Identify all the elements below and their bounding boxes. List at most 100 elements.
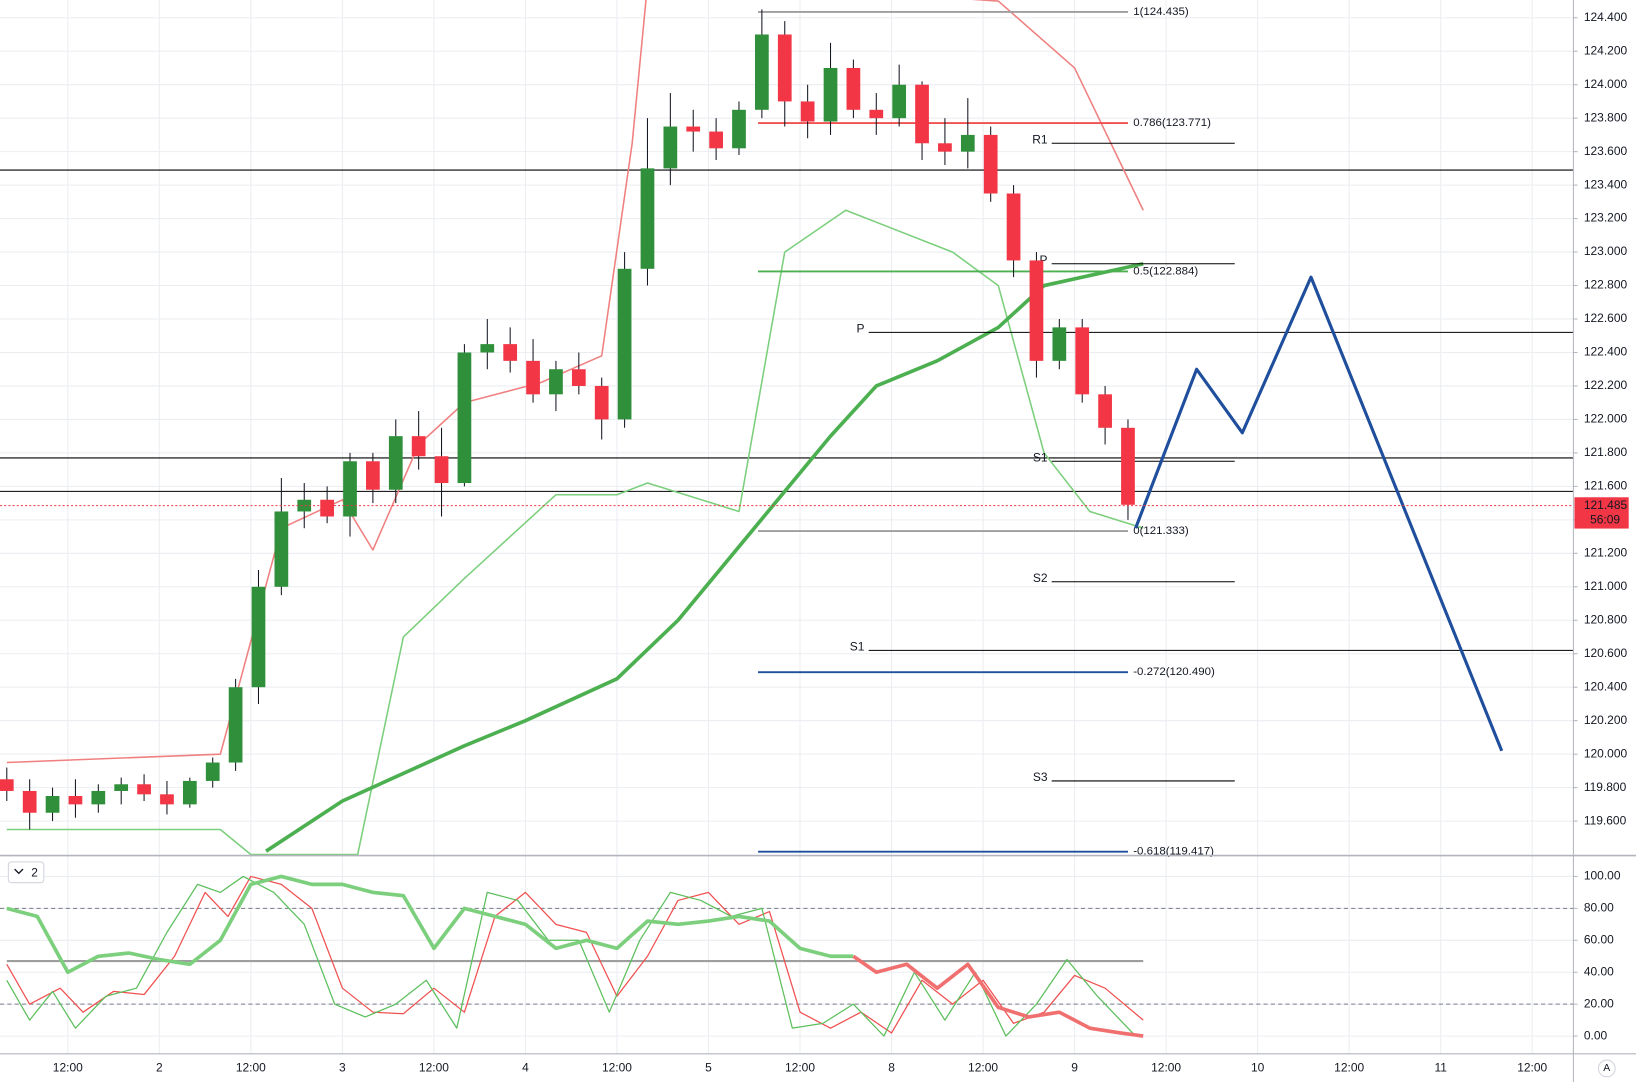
candle-body [823,67,838,122]
y-tick-label: 123.600 [1584,144,1628,158]
candle-body [297,499,312,512]
y-tick-label: 121.600 [1584,479,1628,493]
fib-label: 1(124.435) [1133,6,1189,18]
pane-toggle-box[interactable] [7,861,45,884]
auto-button-label: A [1603,1063,1610,1074]
pivot-label: R1 [1032,132,1048,146]
x-tick-label: 5 [705,1061,712,1075]
y-tick-label: 119.600 [1584,813,1627,827]
pivot-label: S1 [850,639,865,653]
y-tick-label: 120.000 [1584,746,1628,760]
candle-body [91,790,106,805]
candle-body [503,344,518,361]
y-tick-label: 124.000 [1584,77,1628,91]
fib-label: -0.618(119.417) [1133,846,1214,858]
candle-body [0,779,14,791]
candle-body [617,268,632,420]
axes: 12:00 2 12:00 3 12:00 4 12:00 5 12:00 8 12:00 9 12:0… [53,10,1629,1075]
candle-body [251,586,266,688]
x-tick-label: 11 [1434,1061,1447,1075]
candle-body [343,461,357,517]
auto-scale-button[interactable]: A [1597,1059,1616,1078]
candle-body [480,344,495,353]
candle-body [709,131,723,149]
candle-body [915,84,929,144]
indicator-line [265,261,1144,853]
fib-label: 0(121.333) [1133,525,1189,537]
candle-body [411,436,426,457]
y-tick-label: 122.200 [1584,378,1628,392]
pane-label: 2 [31,865,38,879]
pivot-label: S3 [1033,770,1048,784]
pivot-label: P [1040,253,1048,267]
candle-body [205,762,220,781]
candle-body [388,436,403,490]
candle-body [526,360,540,395]
candle-body [137,784,151,795]
candle-body [755,34,769,110]
x-tick-label: 3 [339,1061,346,1075]
x-tick-label: 10 [1251,1061,1265,1075]
indicator-line [6,209,1144,856]
candle-body [68,795,83,805]
candle-body [938,143,952,152]
candle-body [869,109,884,119]
candle-body [983,134,998,194]
candle-body [320,499,334,517]
pivot-label: P [856,321,864,335]
pivot-label: S1 [1033,450,1048,464]
candle-body [160,794,174,805]
countdown-label: 56:09 [1590,512,1620,526]
forecast-line [1134,275,1504,752]
candle-body [1098,394,1112,428]
x-tick-label: 12:00 [1517,1061,1547,1075]
candle-body [686,126,701,132]
candle-body [1075,327,1090,395]
candle-body [594,385,609,420]
fib-label: 0.5(122.884) [1133,266,1198,278]
x-tick-label: 4 [522,1061,529,1075]
candle-body [663,126,678,169]
candle-body [182,780,197,805]
plot-area: R1 P S1 S2 S3 P S1 1(124.435) 0.786(123.771) 0.5(… [0,0,1574,1038]
y-tick-label: 124.200 [1584,43,1628,57]
y-tick-label: 123.000 [1584,244,1628,258]
y-tick-label: 120.800 [1584,612,1628,626]
y-tick-label: 80.00 [1584,901,1614,915]
y-tick-label: 122.000 [1584,412,1628,426]
y-tick-label: 20.00 [1584,996,1614,1010]
pivot-label: S2 [1033,571,1048,585]
y-tick-label: 124.400 [1584,10,1628,24]
x-tick-label: 12:00 [602,1061,632,1075]
chevron-icon [14,868,24,875]
candle-body [1121,427,1135,505]
current-price-label: 121.485 [1584,498,1628,512]
candle-body [274,511,289,587]
candle-body [228,687,243,763]
x-tick-label: 12:00 [419,1061,449,1075]
y-tick-label: 122.600 [1584,311,1628,325]
auto-button-circle[interactable] [1597,1059,1616,1078]
candle-body [640,168,655,269]
y-tick-label: 0.00 [1584,1028,1608,1042]
candle-body [1029,260,1044,361]
oscillator-line [852,954,1144,1038]
y-tick-label: 122.400 [1584,345,1628,359]
pane-toggle[interactable]: 2 [7,861,45,884]
candle-body [960,134,975,152]
y-tick-label: 60.00 [1584,932,1614,946]
candle-body [366,461,380,490]
indicator-line [6,0,1144,764]
y-tick-label: 121.200 [1584,545,1628,559]
candle-body [892,84,907,119]
y-tick-label: 121.000 [1584,579,1628,593]
candle-body [457,352,472,484]
fib-label: -0.272(120.490) [1133,666,1215,678]
x-tick-label: 12:00 [1334,1061,1364,1075]
candle-body [800,101,815,122]
candle-body [777,34,792,102]
y-tick-label: 123.400 [1584,177,1628,191]
